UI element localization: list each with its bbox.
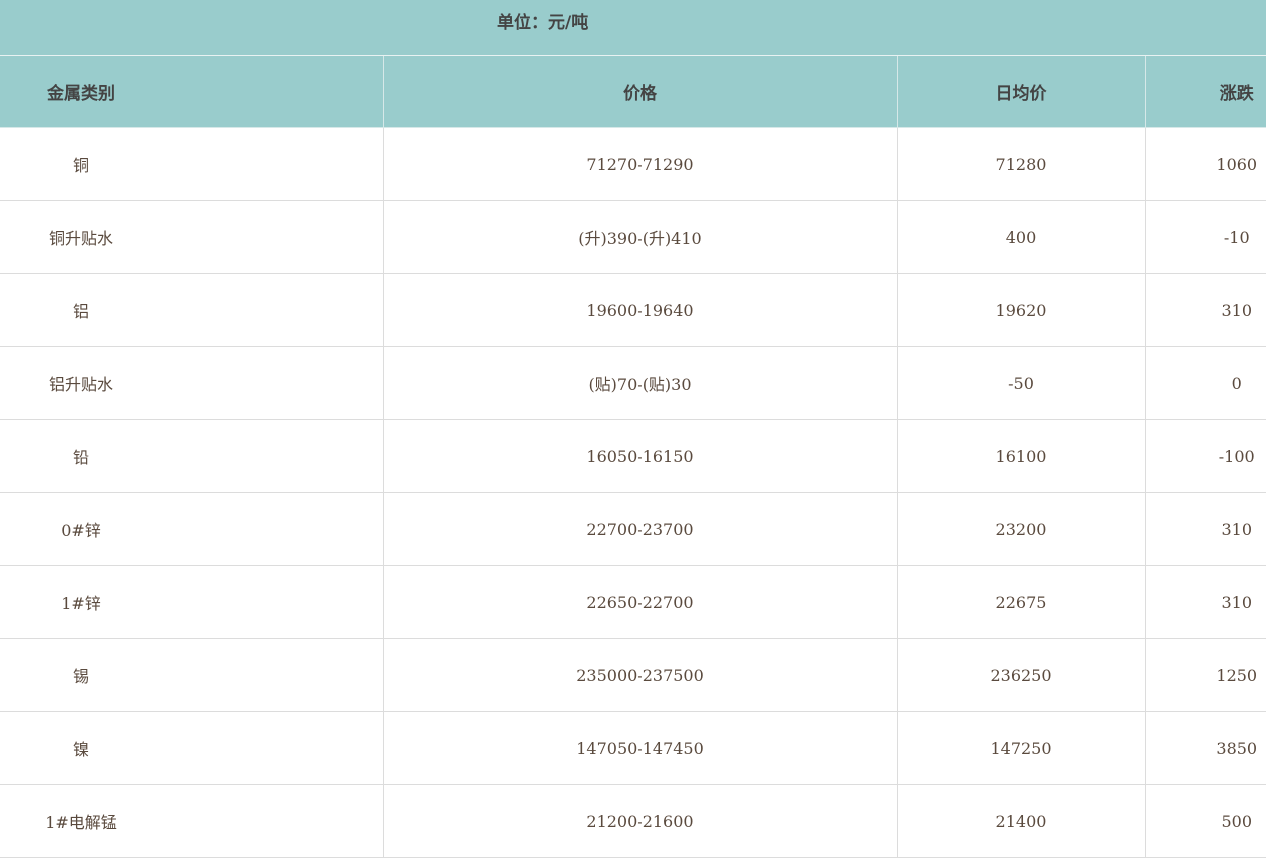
header-change: 涨跌 (1144, 56, 1266, 128)
table-row: 镍 147050-147450 147250 3850 (0, 711, 1266, 785)
header-avg: 日均价 (896, 56, 1146, 128)
unit-row: 单位：元/吨 (0, 0, 1266, 56)
avg-price-cell: 22675 (896, 565, 1146, 639)
price-cell: 21200-21600 (382, 784, 898, 858)
change-cell: 500 (1144, 784, 1266, 858)
table-row: 锡 235000-237500 236250 1250 (0, 638, 1266, 712)
price-cell: 71270-71290 (382, 127, 898, 201)
table-row: 1#电解锰 21200-21600 21400 500 (0, 784, 1266, 858)
avg-price-cell: 71280 (896, 127, 1146, 201)
change-cell: 310 (1144, 565, 1266, 639)
avg-price-cell: 16100 (896, 419, 1146, 493)
table-row: 铝升贴水 (贴)70-(贴)30 -50 0 (0, 346, 1266, 420)
avg-price-cell: 400 (896, 200, 1146, 274)
table-row: 0#锌 22700-23700 23200 310 (0, 492, 1266, 566)
metal-cell: 0#锌 (0, 492, 384, 566)
change-cell: -100 (1144, 419, 1266, 493)
table-row: 铝 19600-19640 19620 310 (0, 273, 1266, 347)
price-cell: 19600-19640 (382, 273, 898, 347)
price-cell: 147050-147450 (382, 711, 898, 785)
avg-price-cell: 19620 (896, 273, 1146, 347)
price-cell: (贴)70-(贴)30 (382, 346, 898, 420)
metal-cell: 1#锌 (0, 565, 384, 639)
metal-cell: 1#电解锰 (0, 784, 384, 858)
avg-price-cell: -50 (896, 346, 1146, 420)
unit-label: 单位：元/吨 (497, 13, 589, 33)
avg-price-cell: 236250 (896, 638, 1146, 712)
change-cell: 3850 (1144, 711, 1266, 785)
metal-cell: 铜升贴水 (0, 200, 384, 274)
change-cell: 0 (1144, 346, 1266, 420)
metal-cell: 铅 (0, 419, 384, 493)
metal-cell: 锡 (0, 638, 384, 712)
header-metal: 金属类别 (0, 56, 384, 128)
change-cell: 310 (1144, 273, 1266, 347)
change-cell: -10 (1144, 200, 1266, 274)
change-cell: 1060 (1144, 127, 1266, 201)
table-row: 铅 16050-16150 16100 -100 (0, 419, 1266, 493)
table-row: 1#锌 22650-22700 22675 310 (0, 565, 1266, 639)
table-header-row: 金属类别 价格 日均价 涨跌 (0, 56, 1266, 128)
avg-price-cell: 21400 (896, 784, 1146, 858)
avg-price-cell: 147250 (896, 711, 1146, 785)
price-cell: 22650-22700 (382, 565, 898, 639)
table-row: 铜 71270-71290 71280 1060 (0, 127, 1266, 201)
price-cell: 22700-23700 (382, 492, 898, 566)
price-cell: 16050-16150 (382, 419, 898, 493)
metal-price-table: 金属类别 价格 日均价 涨跌 铜 71270-71290 71280 1060 铜升贴水… (0, 56, 1266, 858)
metal-cell: 镍 (0, 711, 384, 785)
table-row: 铜升贴水 (升)390-(升)410 400 -10 (0, 200, 1266, 274)
metal-cell: 铜 (0, 127, 384, 201)
header-price: 价格 (382, 56, 898, 128)
price-cell: 235000-237500 (382, 638, 898, 712)
metal-cell: 铝升贴水 (0, 346, 384, 420)
price-cell: (升)390-(升)410 (382, 200, 898, 274)
avg-price-cell: 23200 (896, 492, 1146, 566)
metal-cell: 铝 (0, 273, 384, 347)
change-cell: 1250 (1144, 638, 1266, 712)
change-cell: 310 (1144, 492, 1266, 566)
